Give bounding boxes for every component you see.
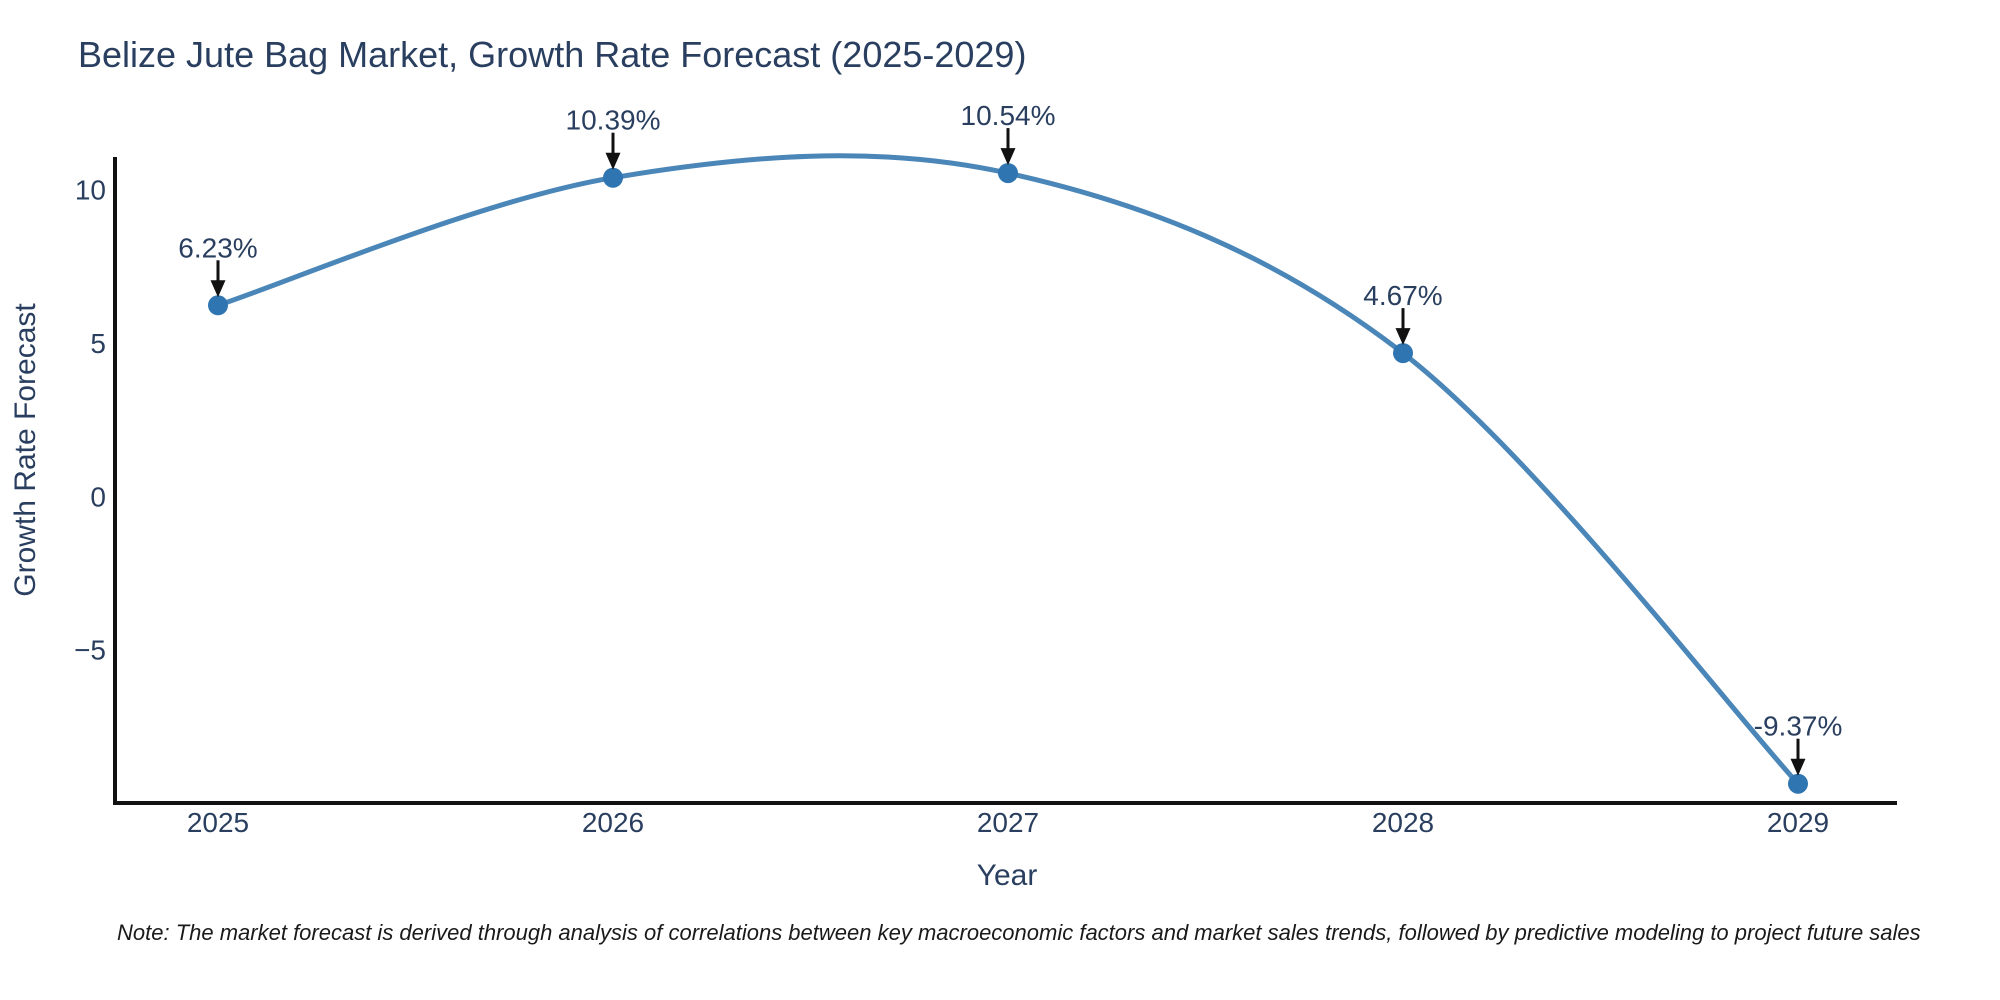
annotation-label: -9.37% <box>1754 711 1843 742</box>
x-tick-label: 2027 <box>977 807 1039 838</box>
annotation-arrowhead <box>1000 148 1016 166</box>
annotation-arrowhead <box>1395 328 1411 346</box>
chart-title: Belize Jute Bag Market, Growth Rate Fore… <box>78 34 1027 75</box>
annotation-label: 6.23% <box>178 232 257 263</box>
y-tick-label: 5 <box>90 328 106 359</box>
y-tick-label: 0 <box>90 481 106 512</box>
x-tick-label: 2026 <box>582 807 644 838</box>
x-tick-label: 2029 <box>1767 807 1829 838</box>
annotation-label: 10.39% <box>566 105 661 136</box>
data-point-marker <box>208 295 228 316</box>
annotation-label: 4.67% <box>1363 280 1442 311</box>
annotation-label: 10.54% <box>961 100 1056 131</box>
x-tick-label: 2025 <box>187 807 249 838</box>
x-axis-title: Year <box>976 859 1038 892</box>
annotation-arrowhead <box>1790 758 1806 776</box>
data-point-marker <box>1393 343 1413 364</box>
data-point-marker <box>603 167 623 188</box>
annotation-arrowhead <box>605 152 621 170</box>
footnote: Note: The market forecast is derived thr… <box>117 920 1921 945</box>
data-point-marker <box>1788 773 1808 794</box>
y-tick-label: −5 <box>74 635 106 666</box>
annotation-arrowhead <box>210 280 226 298</box>
y-tick-label: 10 <box>75 175 106 206</box>
data-point-marker <box>998 163 1018 184</box>
x-tick-label: 2028 <box>1372 807 1434 838</box>
trend-line <box>215 153 1801 787</box>
